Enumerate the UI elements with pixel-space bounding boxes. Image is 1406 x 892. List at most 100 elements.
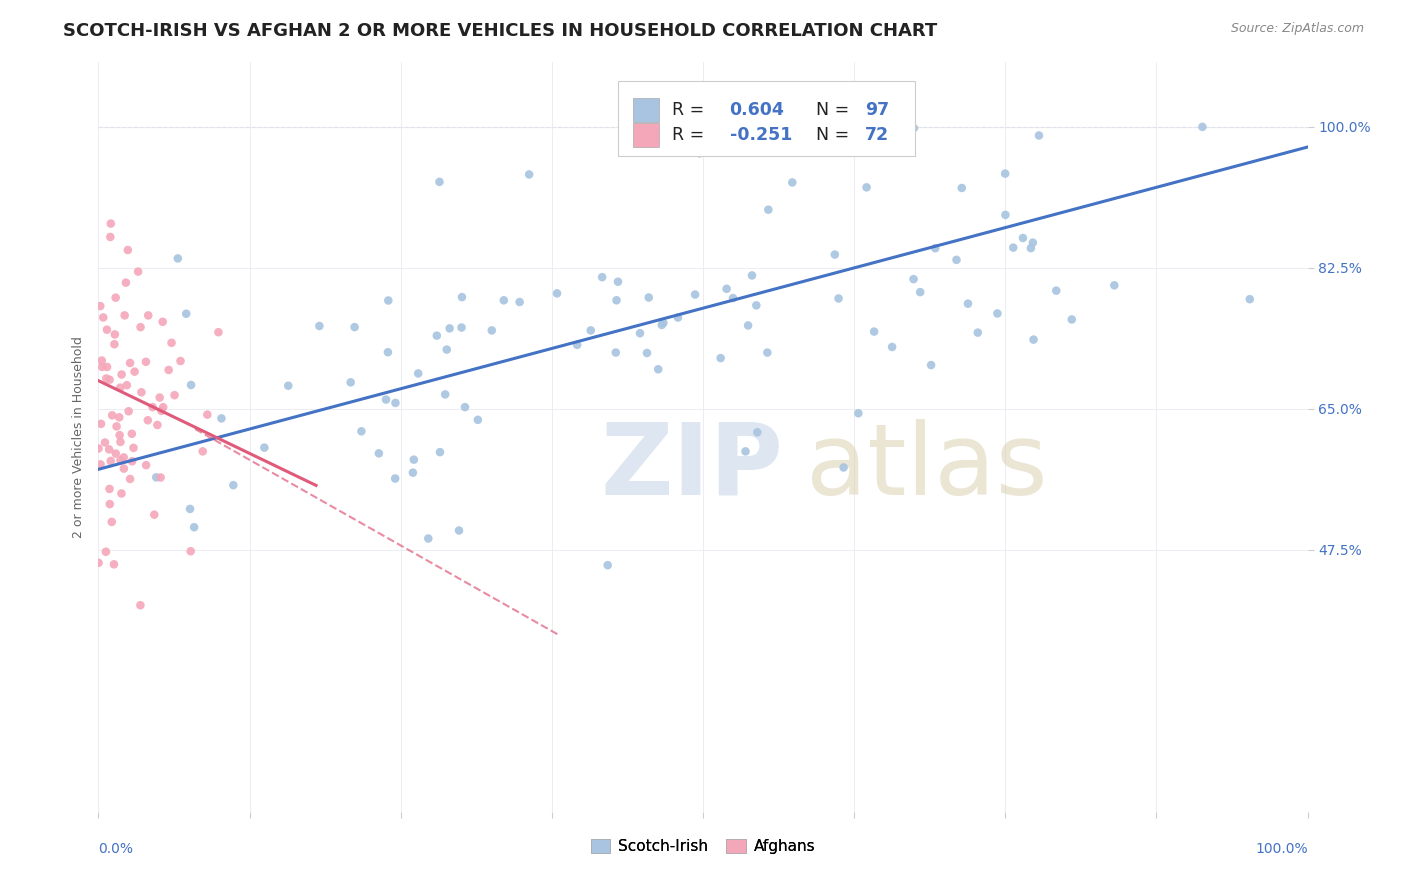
Point [339, 376, 361, 390]
Point [924, 241, 946, 255]
Point [377, 345, 399, 359]
Point [94, 545, 117, 559]
Point [716, 282, 738, 296]
Point [402, 466, 425, 480]
Point [637, 291, 659, 305]
Point [127, 264, 149, 278]
Point [157, 363, 180, 377]
Point [756, 202, 779, 217]
Point [756, 345, 779, 359]
Point [945, 252, 967, 267]
Legend: Scotch-Irish, Afghans: Scotch-Irish, Afghans [585, 832, 821, 860]
Point [115, 276, 138, 290]
Point [434, 387, 457, 401]
Point [100, 515, 122, 529]
Point [986, 306, 1008, 320]
Point [406, 367, 429, 381]
Point [950, 181, 973, 195]
Point [143, 508, 166, 522]
Point [149, 470, 172, 484]
Point [855, 180, 877, 194]
Point [174, 307, 197, 321]
Point [710, 351, 733, 365]
Point [98, 373, 121, 387]
Bar [633, 123, 659, 147]
Point [169, 354, 191, 368]
Text: R =: R = [672, 101, 709, 119]
Point [647, 362, 669, 376]
Point [882, 340, 904, 354]
Point [163, 388, 186, 402]
Point [636, 346, 658, 360]
Point [367, 446, 389, 460]
Point [180, 378, 202, 392]
Point [1022, 235, 1045, 250]
Text: 0.0%: 0.0% [98, 842, 134, 855]
Point [87, 556, 110, 570]
Point [179, 502, 201, 516]
Point [277, 378, 299, 392]
Bar [619, 81, 915, 156]
Point [110, 434, 132, 449]
Point [509, 295, 531, 310]
Point [689, 146, 711, 161]
Point [628, 326, 651, 341]
Point [145, 470, 167, 484]
Point [439, 321, 461, 335]
Point [1012, 231, 1035, 245]
Point [492, 293, 515, 308]
Point [607, 275, 630, 289]
Point [104, 447, 127, 461]
Point [591, 270, 613, 285]
Point [745, 298, 768, 312]
Point [429, 175, 451, 189]
Point [98, 482, 121, 496]
Point [90, 417, 112, 431]
Point [1028, 128, 1050, 143]
Point [117, 243, 139, 257]
Point [103, 558, 125, 572]
Point [129, 599, 152, 613]
Point [98, 442, 121, 457]
Point [683, 287, 706, 301]
Point [96, 371, 118, 385]
Point [1239, 292, 1261, 306]
Point [90, 353, 112, 368]
Point [666, 310, 689, 325]
Point [1019, 241, 1042, 255]
Point [110, 381, 132, 395]
Point [136, 413, 159, 427]
Point [101, 409, 124, 423]
Point [652, 316, 675, 330]
Point [135, 458, 157, 472]
Point [1002, 241, 1025, 255]
Point [903, 121, 925, 136]
Point [737, 318, 759, 333]
Text: 72: 72 [865, 126, 889, 145]
Point [451, 290, 474, 304]
Text: N =: N = [804, 126, 855, 145]
Text: atlas: atlas [806, 418, 1047, 516]
Point [120, 472, 142, 486]
Point [827, 292, 849, 306]
Point [222, 478, 245, 492]
Point [180, 544, 202, 558]
Point [741, 268, 763, 283]
Point [846, 406, 869, 420]
Point [308, 318, 330, 333]
Point [121, 426, 143, 441]
Point [908, 285, 931, 299]
Bar [633, 97, 659, 121]
Point [579, 323, 602, 337]
Point [832, 460, 855, 475]
Point [994, 167, 1017, 181]
Point [447, 524, 470, 538]
Point [90, 458, 112, 472]
Point [517, 168, 540, 182]
Point [903, 272, 925, 286]
Point [418, 532, 440, 546]
Point [546, 286, 568, 301]
Point [343, 320, 366, 334]
Point [110, 453, 132, 467]
Text: 100.0%: 100.0% [1256, 842, 1308, 855]
